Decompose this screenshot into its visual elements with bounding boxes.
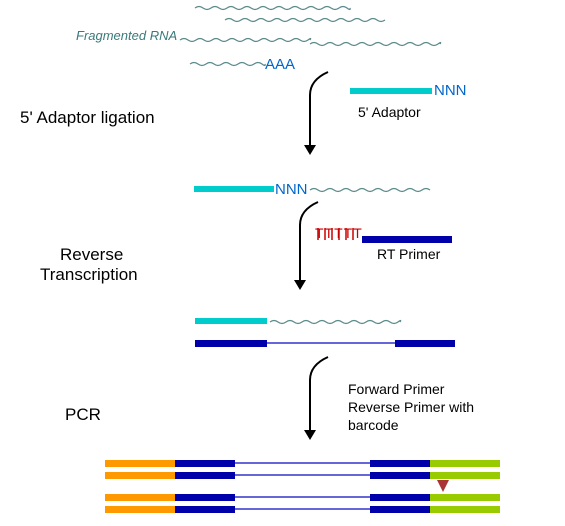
stage2-line2-label: Transcription [40, 265, 138, 285]
stage2-line1-label: Reverse [60, 245, 123, 265]
adaptor-label: 5' Adaptor [358, 104, 421, 120]
fragmented-rna-label: Fragmented RNA [76, 28, 177, 43]
stage1-label: 5' Adaptor ligation [20, 108, 155, 128]
stage3-label: PCR [65, 405, 101, 425]
rt-primer-label: RT Primer [377, 246, 440, 262]
forward-primer-label: Forward Primer [348, 381, 444, 397]
aaa-label: AAA [265, 56, 295, 73]
ttttt-label: TTTTT [315, 225, 363, 241]
nnn-ligated-label: NNN [275, 181, 308, 198]
reverse-primer-label: Reverse Primer with [348, 399, 474, 415]
barcode-label: barcode [348, 417, 399, 433]
nnn-adaptor-label: NNN [434, 82, 467, 99]
